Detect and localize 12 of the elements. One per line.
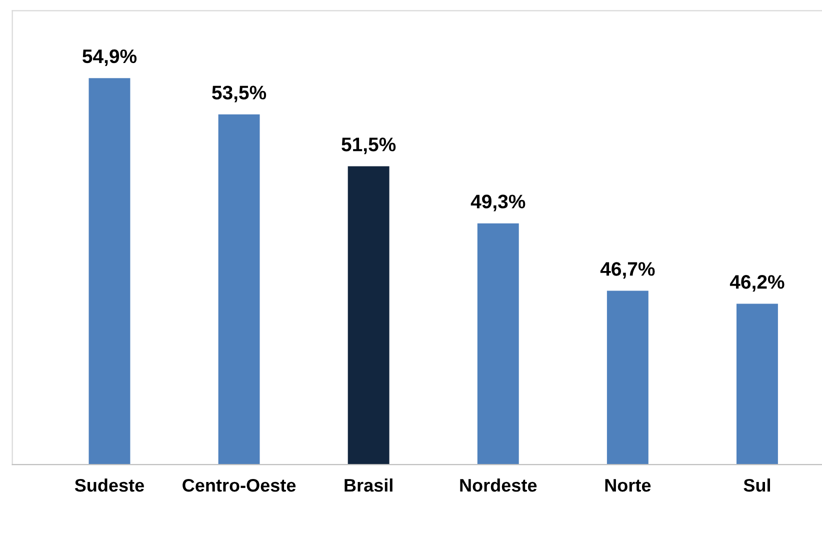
x-tick-label: Brasil — [344, 478, 392, 492]
x-tick-label: Nordeste — [460, 478, 537, 492]
x-tick-label: Norte — [605, 479, 651, 492]
data-label: 49,3% — [470, 194, 526, 212]
x-tick-label: Sul — [744, 478, 770, 492]
data-label: 54,9% — [82, 49, 137, 66]
data-label: 46,2% — [730, 275, 784, 292]
data-label: 51,5% — [342, 138, 396, 154]
data-label: 46,7% — [600, 262, 655, 279]
data-label: 53,5% — [212, 86, 266, 102]
x-tick-label: Centro-Oeste — [182, 478, 296, 492]
x-tick-label: Sudeste — [74, 478, 144, 492]
